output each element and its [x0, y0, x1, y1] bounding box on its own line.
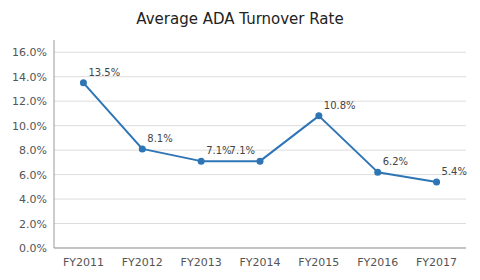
chart-container: Average ADA Turnover Rate 0.0% 2.0% 4.0% 6.0… [0, 0, 480, 280]
y-tick-label: 2.0% [19, 218, 47, 231]
grid-line [54, 52, 466, 53]
grid-line [54, 101, 466, 102]
x-tick-label: FY2015 [298, 256, 339, 269]
y-tick-label: 16.0% [12, 46, 47, 59]
marker [198, 158, 205, 165]
y-tick-label: 10.0% [12, 120, 47, 133]
x-axis-line [54, 248, 466, 249]
marker [374, 169, 381, 176]
data-label: 7.1% [206, 145, 231, 156]
x-tick-label: FY2012 [122, 256, 163, 269]
x-tick-label: FY2017 [416, 256, 457, 269]
x-tick-label: FY2011 [63, 256, 104, 269]
data-label: 5.4% [442, 166, 467, 177]
data-label: 13.5% [88, 67, 120, 78]
grid-line [54, 174, 466, 175]
data-label: 6.2% [383, 156, 408, 167]
data-label: 8.1% [147, 133, 172, 144]
data-label: 7.1% [230, 145, 255, 156]
y-tick-label: 4.0% [19, 193, 47, 206]
marker [257, 158, 264, 165]
y-tick-label: 6.0% [19, 169, 47, 182]
data-label: 10.8% [324, 100, 356, 111]
grid-line [54, 248, 466, 249]
marks [80, 79, 440, 185]
grid [54, 52, 466, 248]
line [83, 83, 436, 182]
marker [433, 178, 440, 185]
chart-title: Average ADA Turnover Rate [136, 10, 343, 28]
y-tick-label: 0.0% [19, 242, 47, 255]
x-tick-label: FY2016 [357, 256, 398, 269]
grid-line [54, 150, 466, 151]
chart-svg: Average ADA Turnover Rate 0.0% 2.0% 4.0% 6.0… [0, 0, 480, 280]
grid-line [54, 223, 466, 224]
y-tick-label: 14.0% [12, 71, 47, 84]
y-axis-line [54, 40, 55, 248]
y-tick-label: 12.0% [12, 95, 47, 108]
grid-line [54, 125, 466, 126]
y-tick-label: 8.0% [19, 144, 47, 157]
x-tick-label: FY2013 [181, 256, 222, 269]
grid-line [54, 199, 466, 200]
marker [139, 145, 146, 152]
marker [80, 79, 87, 86]
x-tick-label: FY2014 [239, 256, 280, 269]
marker [315, 112, 322, 119]
